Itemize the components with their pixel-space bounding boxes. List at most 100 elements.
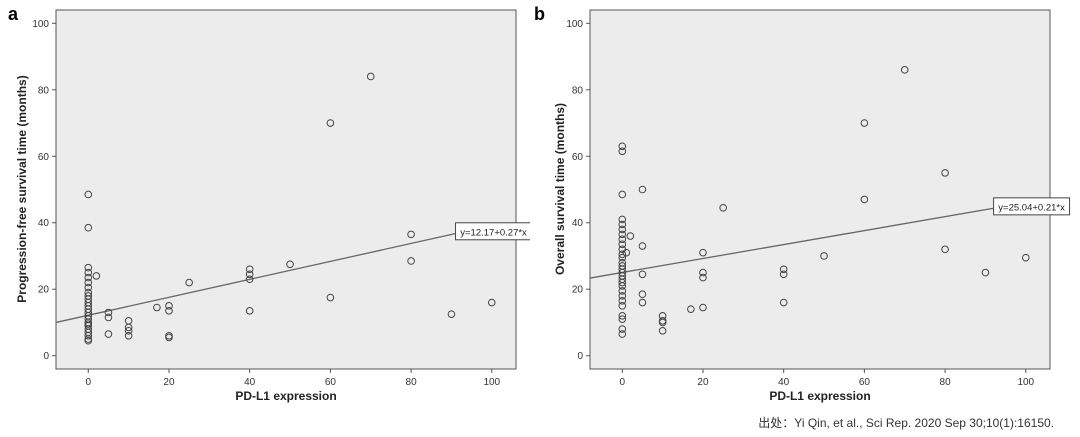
data-point: [447, 310, 456, 318]
data-point: [84, 336, 93, 345]
data-point: [84, 190, 93, 199]
data-point: [84, 263, 93, 272]
y-tick-label: 40: [38, 218, 50, 229]
data-point: [779, 270, 788, 279]
fit-equation-text: y=12.17+0.27*x: [460, 227, 527, 238]
plot-area-b: [589, 9, 1051, 370]
x-tick-label: 0: [85, 377, 91, 388]
x-tick-label: 80: [406, 377, 418, 388]
data-point: [860, 195, 869, 204]
data-point: [622, 248, 631, 257]
y-tick-label: 100: [566, 19, 583, 30]
data-point: [104, 308, 113, 317]
data-point: [638, 185, 647, 194]
data-point: [153, 303, 161, 312]
data-point: [618, 302, 627, 310]
x-tick-label: 100: [483, 377, 500, 388]
data-point: [699, 268, 707, 277]
data-point: [900, 66, 909, 74]
data-point: [699, 273, 707, 282]
x-tick-label: 60: [859, 377, 871, 388]
x-tick-label: 0: [619, 377, 625, 388]
y-tick-label: 100: [32, 19, 49, 30]
data-point: [941, 169, 949, 177]
panel-b: b 0 20 40 60 80 100 0 20 40 60 80 100 y=25.04+0.21*x…: [530, 0, 1080, 410]
data-point: [326, 119, 335, 127]
data-point: [84, 278, 93, 287]
data-point: [185, 278, 193, 287]
data-point: [687, 305, 695, 313]
x-tick-label: 20: [163, 377, 175, 388]
data-point: [981, 268, 990, 277]
y-tick-label: 80: [38, 85, 50, 96]
y-tick-label: 40: [572, 218, 584, 229]
data-point: [618, 220, 627, 229]
y-tick-label: 20: [38, 285, 50, 296]
panel-a-y-axis-label: Progression-free survival time (months): [15, 75, 29, 303]
y-tick-label: 0: [43, 351, 49, 362]
data-point: [124, 326, 133, 335]
data-point: [626, 232, 635, 240]
data-point: [407, 230, 415, 239]
source-citation: 出处：Yi Qin, et al., Sci Rep. 2020 Sep 30;…: [758, 416, 1054, 430]
fit-equation-box: [993, 197, 1071, 216]
data-point: [638, 270, 647, 279]
data-point: [84, 273, 93, 282]
data-point: [245, 265, 254, 274]
data-point: [618, 190, 627, 199]
data-point: [860, 119, 869, 127]
data-point: [165, 333, 173, 342]
data-point: [84, 283, 93, 292]
x-tick-label: 100: [1017, 377, 1034, 388]
y-tick-label: 0: [577, 351, 583, 362]
data-point: [165, 302, 173, 310]
data-point: [618, 287, 627, 295]
data-point: [92, 272, 101, 280]
x-tick-label: 40: [244, 377, 256, 388]
data-point: [618, 315, 627, 323]
data-point: [618, 230, 627, 239]
data-point: [104, 313, 113, 322]
data-point: [941, 245, 949, 254]
y-tick-label: 60: [38, 152, 50, 163]
data-point: [638, 290, 647, 299]
data-point: [618, 330, 627, 338]
x-tick-label: 20: [697, 377, 709, 388]
data-point: [618, 278, 627, 287]
x-tick-label: 60: [325, 377, 337, 388]
data-point: [618, 215, 627, 224]
data-point: [326, 293, 335, 302]
y-tick-label: 20: [572, 285, 584, 296]
data-point: [699, 303, 707, 312]
data-point: [699, 248, 707, 257]
panel-a-plot: 0 20 40 60 80 100 0 20 40 60 80 100 y=12.17+0.27*x: [32, 9, 530, 388]
panel-a: a 0 20 40 60 80 100 0 20 40 60 80 100 y=12.17+0.27*x…: [0, 0, 530, 410]
panel-b-y-axis-label: Overall survival time (months): [553, 102, 567, 276]
data-point: [84, 268, 93, 277]
data-point: [104, 330, 113, 338]
data-point: [618, 142, 627, 151]
data-point: [638, 298, 647, 307]
fit-equation-text: y=25.04+0.21*x: [998, 202, 1065, 213]
data-point: [245, 270, 254, 279]
data-point: [618, 250, 627, 259]
data-point: [618, 240, 627, 249]
fit-equation-box: [455, 222, 530, 241]
data-point: [124, 331, 133, 340]
data-point: [658, 318, 667, 327]
fit-equation-b: y=25.04+0.21*x: [993, 197, 1071, 216]
panel-b-plot: 0 20 40 60 80 100 0 20 40 60 80 100 y=25.04+0.21*x: [566, 9, 1071, 388]
data-point: [618, 325, 627, 333]
data-point: [618, 297, 627, 305]
data-point: [658, 326, 667, 335]
data-point: [618, 282, 627, 290]
panel-b-x-axis-label: PD-L1 expression: [769, 389, 871, 403]
panel-a-letter: a: [8, 4, 19, 24]
x-tick-label: 40: [778, 377, 790, 388]
data-point: [618, 235, 627, 244]
fit-line-b: [589, 206, 1002, 279]
y-tick-label: 60: [572, 152, 584, 163]
data-point: [618, 147, 627, 156]
data-point: [487, 298, 496, 307]
data-point: [366, 72, 375, 81]
